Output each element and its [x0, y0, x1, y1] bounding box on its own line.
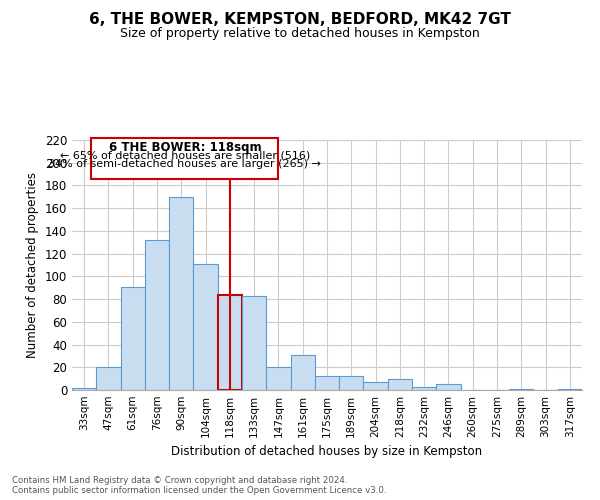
- Bar: [290, 355, 315, 390]
- Bar: [509, 389, 533, 390]
- Text: 6, THE BOWER, KEMPSTON, BEDFORD, MK42 7GT: 6, THE BOWER, KEMPSTON, BEDFORD, MK42 7G…: [89, 12, 511, 28]
- Text: Size of property relative to detached houses in Kempston: Size of property relative to detached ho…: [120, 28, 480, 40]
- Bar: [364, 382, 388, 390]
- Bar: [339, 376, 364, 390]
- Bar: [121, 286, 145, 390]
- Text: Contains public sector information licensed under the Open Government Licence v3: Contains public sector information licen…: [12, 486, 386, 495]
- FancyBboxPatch shape: [91, 138, 278, 178]
- Bar: [72, 388, 96, 390]
- Bar: [218, 294, 242, 390]
- Text: ← 65% of detached houses are smaller (516): ← 65% of detached houses are smaller (51…: [60, 150, 310, 160]
- Bar: [193, 264, 218, 390]
- Bar: [436, 384, 461, 390]
- Bar: [96, 368, 121, 390]
- Bar: [388, 378, 412, 390]
- Text: 34% of semi-detached houses are larger (265) →: 34% of semi-detached houses are larger (…: [49, 160, 322, 170]
- Bar: [169, 197, 193, 390]
- Bar: [266, 368, 290, 390]
- Bar: [558, 389, 582, 390]
- Bar: [242, 296, 266, 390]
- Bar: [315, 376, 339, 390]
- Text: Contains HM Land Registry data © Crown copyright and database right 2024.: Contains HM Land Registry data © Crown c…: [12, 476, 347, 485]
- Bar: [145, 240, 169, 390]
- Bar: [412, 386, 436, 390]
- X-axis label: Distribution of detached houses by size in Kempston: Distribution of detached houses by size …: [172, 446, 482, 458]
- Y-axis label: Number of detached properties: Number of detached properties: [26, 172, 39, 358]
- Text: 6 THE BOWER: 118sqm: 6 THE BOWER: 118sqm: [109, 141, 261, 154]
